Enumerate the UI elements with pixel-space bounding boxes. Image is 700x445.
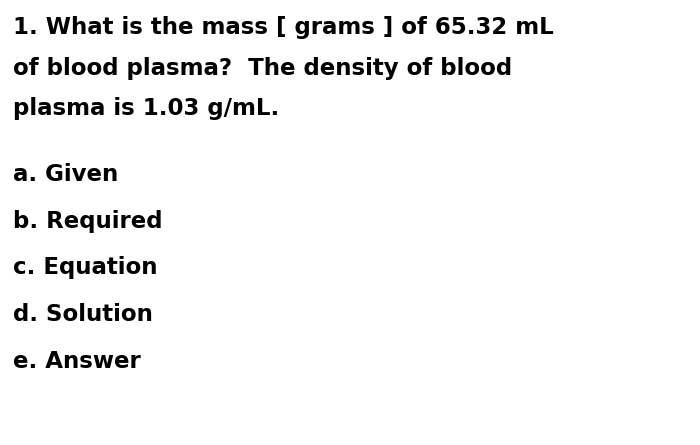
Text: d. Solution: d. Solution (13, 303, 153, 326)
Text: e. Answer: e. Answer (13, 350, 140, 373)
Text: of blood plasma?  The density of blood: of blood plasma? The density of blood (13, 57, 512, 80)
Text: a. Given: a. Given (13, 163, 118, 186)
Text: plasma is 1.03 g/mL.: plasma is 1.03 g/mL. (13, 97, 279, 121)
Text: c. Equation: c. Equation (13, 256, 157, 279)
Text: 1. What is the mass [ grams ] of 65.32 mL: 1. What is the mass [ grams ] of 65.32 m… (13, 16, 553, 39)
Text: b. Required: b. Required (13, 210, 162, 233)
